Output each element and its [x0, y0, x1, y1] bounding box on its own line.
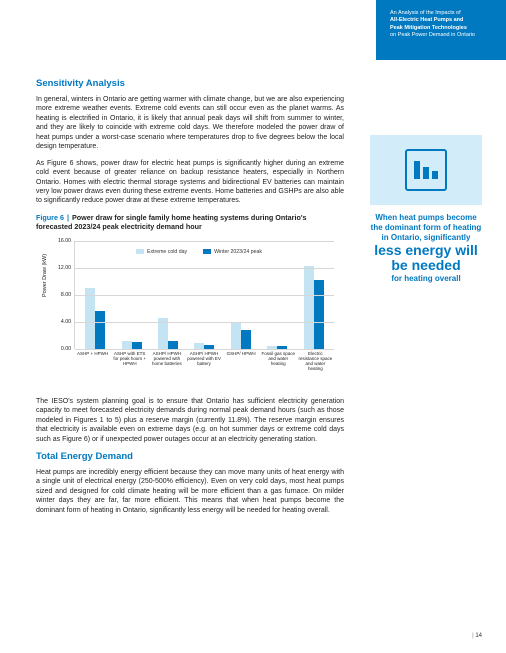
grid-line — [75, 322, 334, 323]
x-label: ASHP/ HPWH powered with home batteries — [150, 351, 184, 372]
chart-plot-area: 0.004.008.0012.0016.00 — [74, 241, 334, 349]
bar-peak — [132, 342, 142, 349]
bar-chart-icon — [405, 149, 447, 191]
x-label: GSHP/ HPWH — [224, 351, 258, 372]
y-tick: 4.00 — [55, 319, 71, 325]
figure-title: Power draw for single family home heatin… — [36, 213, 307, 231]
bar-group — [122, 341, 142, 349]
grid-line — [75, 295, 334, 296]
heading-total-energy: Total Energy Demand — [36, 451, 344, 462]
paragraph: The IESO's system planning goal is to en… — [36, 397, 344, 444]
callout-text-3: for heating overall — [370, 274, 482, 284]
x-label: ASHP/ HPWH powered with EV battery — [187, 351, 221, 372]
paragraph: Heat pumps are incredibly energy efficie… — [36, 468, 344, 515]
callout-icon-bg — [370, 135, 482, 205]
figure-caption: Figure 6|Power draw for single family ho… — [36, 213, 344, 231]
main-column: Sensitivity Analysis In general, winters… — [36, 78, 344, 522]
bar-peak — [95, 311, 105, 349]
bar-cold — [304, 266, 314, 348]
callout-sidebar: When heat pumps become the dominant form… — [370, 135, 482, 284]
bar-cold — [85, 288, 95, 349]
heading-sensitivity: Sensitivity Analysis — [36, 78, 344, 89]
bar-peak — [168, 341, 178, 349]
bar-cold — [122, 341, 132, 349]
x-label: ASHP with ETS for peak hours + HPWH — [113, 351, 147, 372]
paragraph: In general, winters in Ontario are getti… — [36, 95, 344, 152]
x-label: Electric resistance space and water heat… — [298, 351, 332, 372]
y-tick: 16.00 — [55, 238, 71, 244]
x-label: ASHP + HPWH — [76, 351, 110, 372]
header-line: All-Electric Heat Pumps and — [390, 17, 494, 24]
y-axis-label: Power Draw (kW) — [42, 254, 48, 297]
bar-group — [231, 323, 251, 349]
bar-group — [85, 288, 105, 349]
header-band: An Analysis of the Impacts of All-Electr… — [376, 0, 506, 60]
bar-peak — [314, 280, 324, 349]
header-line: Peak Mitigation Technologies — [390, 25, 494, 32]
x-axis-labels: ASHP + HPWHASHP with ETS for peak hours … — [74, 351, 334, 372]
bar-cold — [231, 323, 241, 349]
bar-peak — [241, 330, 251, 349]
y-tick: 8.00 — [55, 292, 71, 298]
y-tick: 0.00 — [55, 346, 71, 352]
figure-6-chart: Power Draw (kW) Extreme cold day Winter … — [48, 237, 338, 389]
header-line: on Peak Power Demand in Ontario — [390, 32, 494, 39]
grid-line — [75, 268, 334, 269]
page-number: | 14 — [472, 633, 482, 639]
figure-label: Figure 6 — [36, 213, 64, 222]
callout-text-1: When heat pumps become the dominant form… — [370, 213, 482, 243]
bar-group — [304, 266, 324, 348]
y-tick: 12.00 — [55, 265, 71, 271]
grid-line — [75, 349, 334, 350]
callout-text-2: less energy will be needed — [370, 243, 482, 274]
header-line: An Analysis of the Impacts of — [390, 10, 494, 17]
paragraph: As Figure 6 shows, power draw for electr… — [36, 159, 344, 206]
grid-line — [75, 241, 334, 242]
x-label: Fossil gas space and water heating — [261, 351, 295, 372]
